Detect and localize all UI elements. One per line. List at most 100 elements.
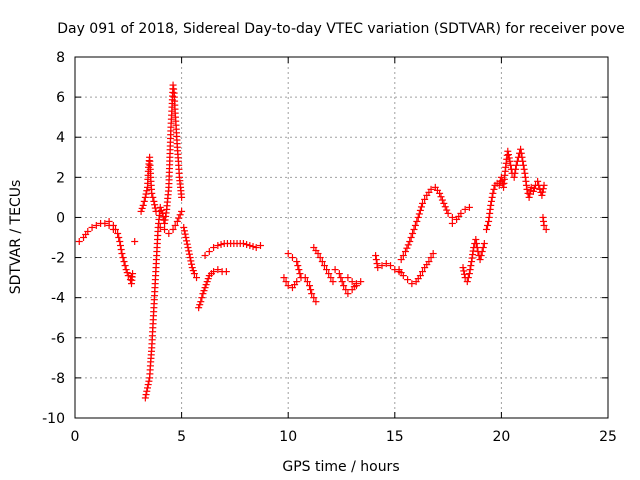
data-point xyxy=(183,237,191,245)
data-point xyxy=(173,217,181,225)
data-point xyxy=(408,280,416,288)
data-point xyxy=(526,190,534,198)
data-point xyxy=(463,278,471,286)
data-point xyxy=(372,256,380,264)
data-point xyxy=(143,187,151,195)
data-point xyxy=(478,248,486,256)
data-points xyxy=(75,81,550,402)
data-point xyxy=(199,290,207,298)
data-point xyxy=(184,244,192,252)
data-point xyxy=(460,267,468,275)
x-tick-label: 25 xyxy=(599,429,617,445)
data-point xyxy=(119,254,127,262)
data-point xyxy=(337,274,345,282)
data-point xyxy=(489,189,497,197)
data-point xyxy=(441,203,449,211)
data-point xyxy=(122,266,130,274)
data-point xyxy=(372,252,380,260)
data-point xyxy=(239,240,247,248)
data-point xyxy=(512,161,520,169)
data-point xyxy=(105,217,113,225)
data-point xyxy=(499,180,507,188)
data-point xyxy=(144,381,152,389)
data-point xyxy=(180,227,188,235)
data-point xyxy=(137,207,145,215)
data-point xyxy=(477,252,485,260)
data-point xyxy=(473,244,481,252)
data-point xyxy=(151,204,159,212)
data-point xyxy=(338,278,346,286)
data-point xyxy=(222,268,230,276)
data-point xyxy=(399,252,407,260)
data-point xyxy=(464,274,472,282)
data-point xyxy=(183,240,191,248)
data-point xyxy=(201,252,209,260)
data-point xyxy=(440,199,448,207)
data-point xyxy=(145,377,153,385)
data-point xyxy=(487,197,495,205)
data-point xyxy=(109,221,117,229)
data-point xyxy=(465,270,473,278)
data-point xyxy=(480,240,488,248)
data-point xyxy=(539,188,547,196)
data-point xyxy=(143,387,151,395)
data-point xyxy=(202,281,210,289)
data-point xyxy=(517,149,525,157)
data-point xyxy=(307,286,315,294)
data-point xyxy=(525,193,533,201)
data-point xyxy=(296,270,304,278)
data-point xyxy=(410,225,418,233)
data-point xyxy=(303,278,311,286)
data-point xyxy=(331,266,339,274)
x-axis-label: GPS time / hours xyxy=(282,459,399,475)
data-point xyxy=(416,206,424,214)
data-point xyxy=(294,262,302,270)
data-point xyxy=(316,254,324,262)
data-point xyxy=(284,282,292,290)
data-point xyxy=(186,254,194,262)
data-point xyxy=(529,187,537,195)
y-tick-label: -8 xyxy=(51,371,65,387)
data-point xyxy=(314,250,322,258)
data-point xyxy=(75,238,83,246)
data-point xyxy=(197,298,205,306)
data-point xyxy=(472,236,480,244)
data-point xyxy=(519,161,527,169)
x-tick-label: 15 xyxy=(386,429,404,445)
data-point xyxy=(448,219,456,227)
data-point xyxy=(340,282,348,290)
data-point xyxy=(318,258,326,266)
data-point xyxy=(542,225,550,233)
data-point xyxy=(217,241,225,249)
data-point xyxy=(189,267,197,275)
data-point xyxy=(112,225,120,233)
data-point xyxy=(327,274,335,282)
y-axis-label: SDTVAR / TECUs xyxy=(8,180,24,295)
data-point xyxy=(214,266,222,274)
data-point xyxy=(540,221,548,229)
data-point xyxy=(116,242,124,250)
data-point xyxy=(473,240,481,248)
data-point xyxy=(342,286,350,294)
data-point xyxy=(387,262,395,270)
data-point xyxy=(249,243,257,251)
data-point xyxy=(169,225,177,233)
data-point xyxy=(116,238,124,246)
data-point xyxy=(344,274,352,282)
data-point xyxy=(84,227,92,235)
data-point xyxy=(427,254,435,262)
y-tick-label: -2 xyxy=(51,251,65,267)
data-point xyxy=(293,278,301,286)
data-point xyxy=(506,157,514,165)
data-point xyxy=(185,250,193,258)
data-point xyxy=(403,244,411,252)
y-tick-label: 0 xyxy=(56,210,65,226)
data-point xyxy=(505,151,513,159)
data-point xyxy=(141,394,149,402)
data-point xyxy=(193,274,201,282)
data-point xyxy=(284,250,292,258)
data-point xyxy=(399,272,407,280)
data-point xyxy=(312,298,320,306)
data-point xyxy=(461,205,469,213)
data-point xyxy=(329,278,337,286)
